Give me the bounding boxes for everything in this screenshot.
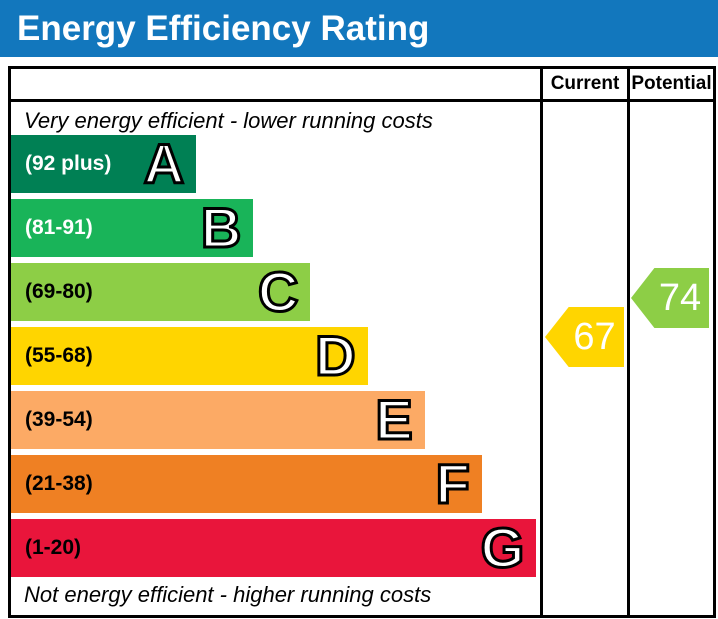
potential-rating-arrow: 74 [631, 268, 709, 328]
current-rating-value: 67 [573, 315, 616, 358]
band-letter: E [374, 388, 414, 451]
chart-title-bar: Energy Efficiency Rating [0, 0, 718, 57]
band-A: (92 plus) A [11, 132, 197, 195]
header-spacer-cell [11, 69, 540, 102]
band-B: (81-91) B [11, 196, 254, 259]
band-C: (69-80) C [11, 260, 311, 323]
band-letter: G [479, 516, 526, 579]
band-range-label: (39-54) [25, 408, 93, 431]
band-range-label: (1-20) [25, 536, 82, 559]
band-range-label: (69-80) [25, 280, 93, 303]
chart-title: Energy Efficiency Rating [17, 8, 430, 48]
band-letter: B [199, 196, 242, 259]
rating-scale-area: Very energy efficient - lower running co… [11, 102, 540, 615]
band-letter: C [256, 260, 299, 323]
top-note: Very energy efficient - lower running co… [24, 108, 433, 133]
band-E: (39-54) E [11, 388, 425, 451]
band-range-label: (55-68) [25, 344, 93, 367]
current-column: 67 [540, 102, 627, 615]
band-range-label: (81-91) [25, 216, 93, 239]
current-rating-arrow: 67 [545, 307, 624, 367]
band-range-label: (21-38) [25, 472, 93, 495]
band-G: (1-20) G [11, 516, 537, 579]
band-letter: A [142, 132, 185, 195]
potential-rating-value: 74 [658, 276, 702, 319]
bottom-note: Not energy efficient - higher running co… [24, 582, 432, 607]
band-letter: D [314, 324, 357, 387]
band-letter: F [434, 452, 471, 515]
column-header-current: Current [540, 69, 627, 102]
potential-column: 74 [627, 102, 713, 615]
rating-bands: (92 plus) A (81-91) B (69-80) C (55-68) D (39-54… [11, 132, 540, 579]
band-D: (55-68) D [11, 324, 368, 387]
epc-table: Current Potential Very energy efficient … [8, 66, 716, 618]
column-header-potential: Potential [627, 69, 713, 102]
band-range-label: (92 plus) [25, 152, 112, 175]
band-F: (21-38) F [11, 452, 482, 515]
